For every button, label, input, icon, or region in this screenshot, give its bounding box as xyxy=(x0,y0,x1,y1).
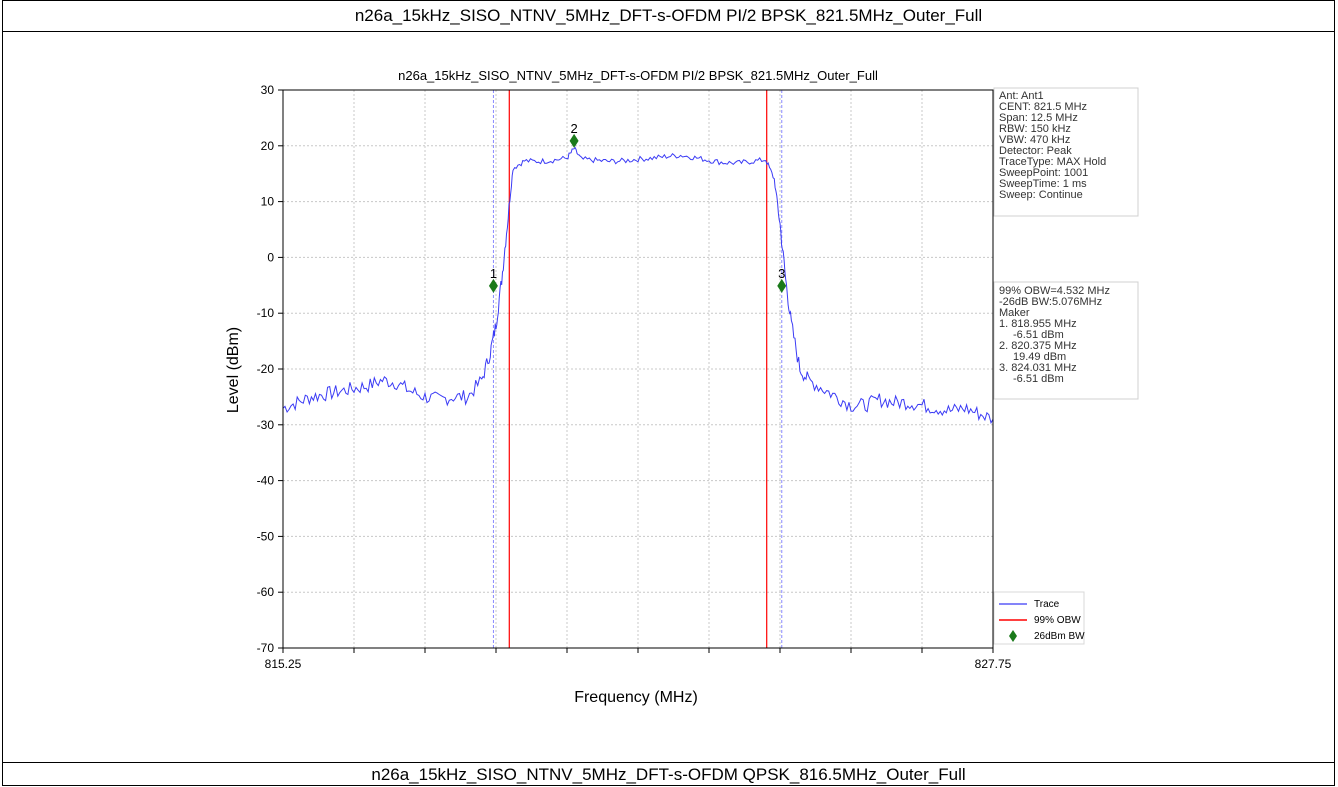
footer-caption: n26a_15kHz_SISO_NTNV_5MHz_DFT-s-OFDM QPS… xyxy=(371,765,966,784)
axes-layer: 30 20 10 0 -10 -20 -30 -40 -50 -60 -70 815.25 827.75 xyxy=(257,83,1012,671)
marker-label: 3 xyxy=(778,266,785,281)
settings-line: Detector: Peak xyxy=(999,145,1072,157)
settings-line: SweepPoint: 1001 xyxy=(999,167,1088,179)
y-tick-label: -30 xyxy=(257,418,275,432)
marker-diamond xyxy=(777,278,787,293)
settings-line: SweepTime: 1 ms xyxy=(999,178,1087,190)
legend: Trace 99% OBW 26dBm BW xyxy=(993,591,1085,645)
results-line: -6.51 dBm xyxy=(1013,373,1064,385)
settings-line: Span: 12.5 MHz xyxy=(999,112,1078,124)
results-line: Maker xyxy=(999,307,1030,319)
results-line: 2. 820.375 MHz xyxy=(999,340,1077,352)
y-tick-label: -40 xyxy=(257,474,275,488)
y-tick-label: 10 xyxy=(261,195,275,209)
marker-diamond xyxy=(488,278,498,293)
legend-box xyxy=(993,591,1085,645)
marker-layer: 1 2 3 xyxy=(488,121,787,293)
y-tick-label: -60 xyxy=(257,585,275,599)
y-tick-label: -50 xyxy=(257,529,275,543)
marker-label: 2 xyxy=(570,121,577,136)
legend-label: 26dBm BW xyxy=(1034,631,1085,642)
settings-line: CENT: 821.5 MHz xyxy=(999,101,1087,113)
plot-frame xyxy=(282,89,994,649)
results-line: 1. 818.955 MHz xyxy=(999,318,1077,330)
divider xyxy=(3,31,1334,32)
y-tick-label: 20 xyxy=(261,139,275,153)
settings-line: TraceType: MAX Hold xyxy=(999,156,1106,168)
y-tick-label: -10 xyxy=(257,306,275,320)
grid xyxy=(283,90,993,648)
settings-line: Ant: Ant1 xyxy=(999,90,1044,102)
marker-label: 1 xyxy=(490,266,497,281)
header-caption: n26a_15kHz_SISO_NTNV_5MHz_DFT-s-OFDM PI/… xyxy=(354,6,983,25)
divider xyxy=(3,762,1334,763)
legend-label: 99% OBW xyxy=(1034,615,1081,626)
results-line: 19.49 dBm xyxy=(1013,351,1066,363)
y-tick-label: 0 xyxy=(267,250,274,264)
chart-title: n26a_15kHz_SISO_NTNV_5MHz_DFT-s-OFDM PI/… xyxy=(398,68,878,83)
results-line: -6.51 dBm xyxy=(1013,329,1064,341)
settings-line: VBW: 470 kHz xyxy=(999,134,1070,146)
x-axis-label: Frequency (MHz) xyxy=(574,689,698,706)
marker-diamond xyxy=(569,133,579,148)
trace-line xyxy=(282,146,994,425)
y-tick-label: 30 xyxy=(261,83,275,97)
settings-box xyxy=(993,87,1139,217)
x-tick-label: 827.75 xyxy=(975,657,1012,671)
y-tick-label: -70 xyxy=(257,641,275,655)
results-line: 3. 824.031 MHz xyxy=(999,362,1077,374)
settings-line: RBW: 150 kHz xyxy=(999,123,1071,135)
y-axis-label: Level (dBm) xyxy=(225,327,242,413)
trace-layer xyxy=(282,90,994,648)
legend-label: Trace xyxy=(1034,599,1060,610)
settings-line: Sweep: Continue xyxy=(999,189,1083,201)
results-line: 99% OBW=4.532 MHz xyxy=(999,285,1110,297)
x-tick-label: 815.25 xyxy=(265,657,302,671)
y-tick-label: -20 xyxy=(257,362,275,376)
results-box xyxy=(993,281,1139,400)
legend-marker-swatch xyxy=(1009,630,1017,642)
results-line: -26dB BW:5.076MHz xyxy=(999,296,1102,308)
